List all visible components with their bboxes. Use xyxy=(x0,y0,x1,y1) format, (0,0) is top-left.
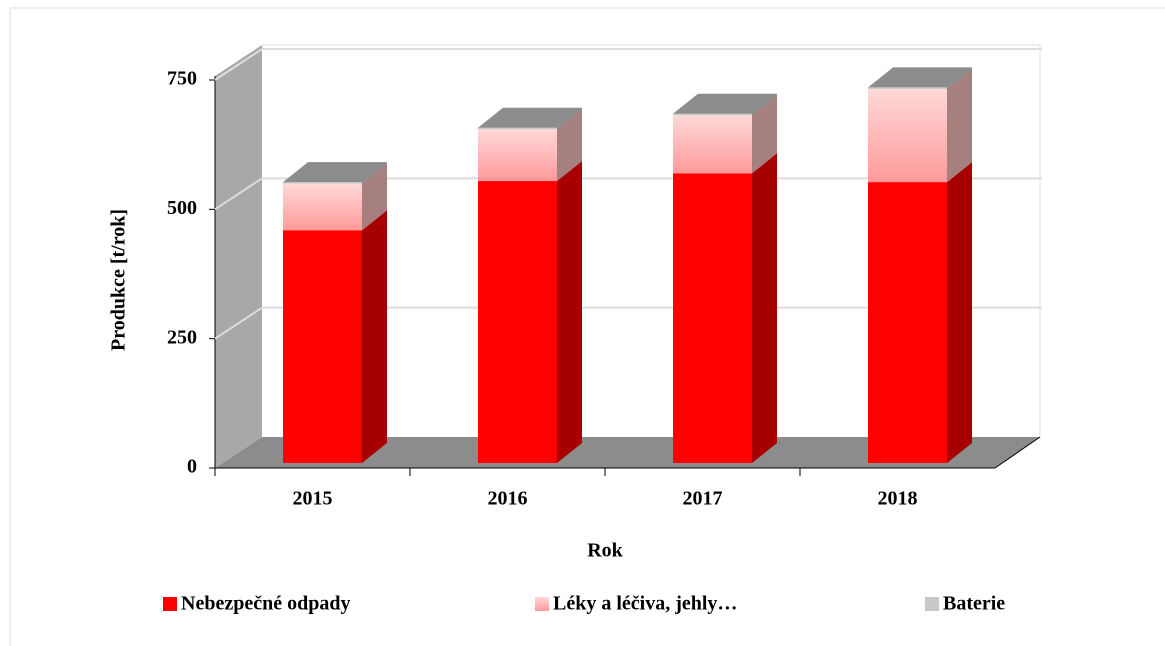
bar-segment xyxy=(478,181,557,463)
bar-side xyxy=(947,162,972,463)
bar-segment xyxy=(478,127,557,130)
bar-side xyxy=(947,68,972,183)
bar-segment xyxy=(283,183,362,231)
grid-line xyxy=(214,48,263,81)
y-tick-label: 750 xyxy=(167,68,197,90)
legend-label: Léky a léčiva, jehly… xyxy=(553,593,737,615)
bar-side xyxy=(362,162,387,184)
floor xyxy=(215,437,1040,468)
bar-side xyxy=(752,153,777,463)
bar-top xyxy=(673,93,777,114)
legend-label: Nebezpečné odpady xyxy=(181,593,350,615)
bar-top xyxy=(283,162,387,183)
bar-segment xyxy=(868,88,947,183)
bar-side xyxy=(557,109,582,182)
y-axis-title: Produkce [t/rok] xyxy=(108,209,130,351)
legend-swatch xyxy=(535,597,549,611)
bar-side xyxy=(362,163,387,231)
x-tick-label: 2017 xyxy=(683,488,723,510)
y-tick-label: 500 xyxy=(167,197,197,219)
bar-segment xyxy=(283,182,362,184)
y-tick-label: 250 xyxy=(167,326,197,348)
bar-segment xyxy=(283,230,362,463)
x-axis-title: Rok xyxy=(587,540,623,562)
bar-side xyxy=(362,210,387,463)
bar-side xyxy=(752,93,777,116)
legend-swatch xyxy=(925,597,939,611)
floor-edge xyxy=(994,436,1041,469)
bar-side xyxy=(557,107,582,130)
side-wall xyxy=(215,45,262,468)
grid-line xyxy=(214,306,263,340)
x-tick-label: 2018 xyxy=(878,488,918,510)
bar-side xyxy=(752,95,777,174)
bar-side xyxy=(557,161,582,463)
bar-segment xyxy=(673,173,752,463)
grid-line xyxy=(214,177,263,211)
x-tick-label: 2015 xyxy=(293,488,333,510)
bar-top xyxy=(868,67,972,88)
y-tick-label: 0 xyxy=(187,456,197,478)
bar-side xyxy=(947,67,972,89)
bar-segment xyxy=(478,129,557,182)
bar-segment xyxy=(868,182,947,463)
legend-swatch xyxy=(163,597,177,611)
bar-top xyxy=(478,107,582,128)
bar-segment xyxy=(868,87,947,89)
x-tick-label: 2016 xyxy=(488,488,528,510)
legend-label: Baterie xyxy=(943,593,1005,615)
bar-segment xyxy=(673,115,752,174)
bar-segment xyxy=(673,113,752,116)
